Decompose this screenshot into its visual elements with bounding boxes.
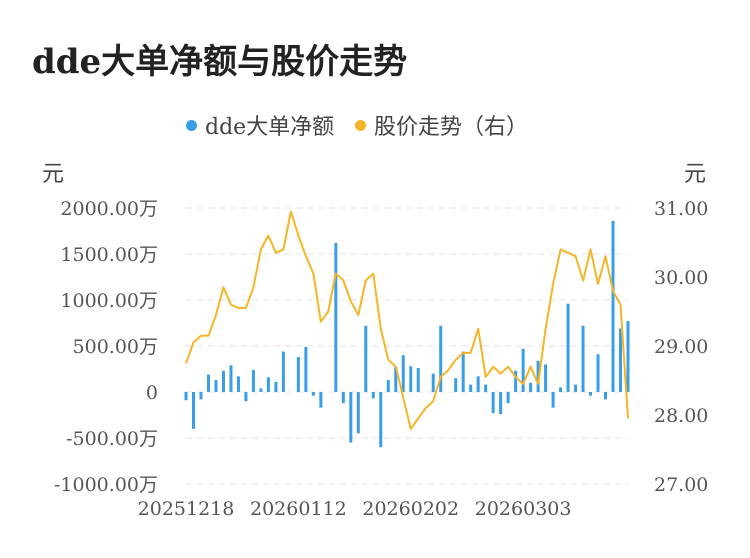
dde-bar [566, 303, 570, 392]
dde-bar [589, 392, 593, 396]
dde-bar [356, 392, 360, 434]
dde-bar [439, 325, 443, 392]
right-tick-label: 29.00 [654, 336, 708, 358]
dde-bar [544, 364, 548, 392]
dde-bar [206, 374, 210, 392]
dde-bar [259, 388, 263, 392]
dde-bar [214, 380, 218, 392]
dde-bar [416, 368, 420, 392]
dde-bar [529, 382, 533, 392]
dde-bar [236, 376, 240, 392]
chart-title: dde大单净额与股价走势 [32, 42, 408, 82]
dde-bar [349, 392, 353, 443]
dde-bar [394, 367, 398, 392]
left-tick-label: 2000.00万 [60, 198, 158, 220]
right-tick-label: 30.00 [654, 267, 708, 289]
legend-label-price: 股价走势（右） [374, 115, 529, 140]
dde-bar [266, 377, 270, 392]
right-tick-label: 31.00 [654, 198, 708, 220]
dde-bar [469, 384, 473, 392]
dde-bar [364, 325, 368, 392]
dde-bar [596, 354, 600, 392]
dde-bar [581, 325, 585, 392]
dde-bar [379, 392, 383, 448]
dde-bar [626, 321, 630, 392]
dde-bar [281, 351, 285, 392]
x-tick-label: 20260303 [475, 498, 572, 520]
right-tick-label: 28.00 [654, 405, 708, 427]
dde-bar [506, 392, 510, 404]
left-tick-label: 0 [146, 382, 158, 404]
dde-bar [559, 387, 563, 392]
dde-bar [274, 381, 278, 392]
dde-bar [304, 346, 308, 392]
x-tick-label: 20260112 [250, 498, 347, 520]
dde-bar [454, 378, 458, 392]
dde-bar [499, 392, 503, 415]
left-tick-label: -500.00万 [66, 428, 158, 450]
dde-bar [221, 370, 225, 392]
dde-bar [371, 392, 375, 399]
dde-bar [514, 370, 518, 392]
right-axis-unit: 元 [684, 162, 707, 187]
dde-bar [619, 328, 623, 392]
dde-bar [551, 392, 555, 408]
left-tick-label: 500.00万 [73, 336, 158, 358]
dde-bar [251, 369, 255, 392]
dde-bar [604, 392, 608, 400]
dde-bar [341, 392, 345, 404]
legend-label-dde: dde大单净额 [205, 115, 335, 140]
dde-bar [409, 366, 413, 392]
dde-bar [319, 392, 323, 408]
dde-bar [611, 220, 615, 392]
dde-bar [184, 392, 188, 401]
right-tick-label: 27.00 [654, 474, 708, 496]
dde-bar [431, 373, 435, 392]
dde-bar [476, 376, 480, 392]
dde-bar [311, 392, 315, 396]
dde-bar [296, 357, 300, 392]
dde-bar [484, 384, 488, 392]
left-tick-label: -1000.00万 [54, 474, 158, 496]
legend-item-price[interactable]: 股价走势（右） [355, 110, 528, 140]
left-tick-label: 1500.00万 [60, 244, 158, 266]
dde-bar [536, 360, 540, 392]
dde-bar [191, 392, 195, 429]
dde-bar [386, 380, 390, 392]
legend: dde大单净额 股价走势（右） [0, 110, 750, 140]
x-tick-label: 20260202 [362, 498, 459, 520]
dde-bar [491, 392, 495, 414]
dde-bar [244, 392, 248, 402]
dde-bar [334, 242, 338, 392]
dde-bar [199, 392, 203, 400]
dde-bar [574, 384, 578, 392]
left-tick-label: 1000.00万 [60, 290, 158, 312]
dde-bar [401, 355, 405, 392]
legend-marker-price [355, 119, 366, 131]
dde-bar [521, 348, 525, 392]
dde-bar [229, 365, 233, 392]
left-axis-unit: 元 [42, 162, 65, 187]
dde-bar [461, 351, 465, 392]
x-tick-label: 20251218 [138, 498, 235, 520]
legend-marker-dde [186, 119, 197, 131]
price-line [185, 210, 629, 430]
legend-item-dde[interactable]: dde大单净额 [186, 110, 334, 140]
